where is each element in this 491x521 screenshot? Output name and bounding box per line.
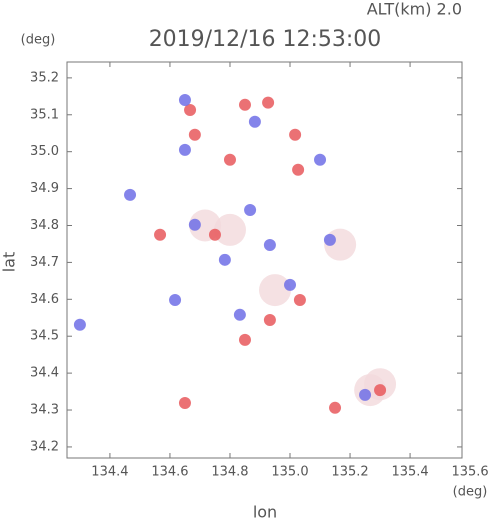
echo-cell [213,213,246,246]
echo-cell [289,128,302,141]
altitude-label: ALT(km) 2.0 [367,0,462,19]
echo-cell [233,308,246,321]
x-tick-label: 134.8 [211,465,248,480]
echo-cell [238,98,251,111]
echo-cell [124,188,137,201]
x-tick-label: 134.6 [151,465,188,480]
echo-cell [184,103,197,116]
x-tick-label: 135.2 [331,465,368,480]
y-tick-label: 35.2 [30,70,59,85]
plot-frame [66,61,463,459]
x-tick-label: 135.0 [271,465,308,480]
echo-cell [248,115,261,128]
y-tick-label: 35.0 [30,144,59,159]
y-tick-label: 34.7 [30,255,59,270]
chart-title: 2019/12/16 12:53:00 [149,27,382,52]
y-unit: (deg) [21,33,56,48]
y-tick-label: 35.1 [30,107,59,122]
echo-cell [329,401,342,414]
echo-cell [263,313,276,326]
y-tick-label: 34.3 [30,403,59,418]
echo-cell [238,333,251,346]
x-tick-label: 134.4 [91,465,128,480]
y-axis-label: lat [0,252,19,273]
y-tick-label: 34.6 [30,292,59,307]
echo-cell [188,218,201,231]
echo-cell [293,294,306,307]
echo-cell [359,388,372,401]
echo-cell [223,153,236,166]
echo-cell [263,239,276,252]
echo-cell [178,143,191,156]
y-tick-label: 34.4 [30,366,59,381]
y-tick-label: 34.2 [30,439,59,454]
echo-cell [154,228,167,241]
x-unit: (deg) [453,485,488,500]
x-axis-label: lon [253,503,277,521]
echo-cell [188,128,201,141]
echo-cell [244,203,257,216]
echo-cell [178,397,191,410]
echo-cell [284,278,297,291]
echo-cell [178,94,191,107]
echo-cell [259,274,292,307]
x-tick-label: 135.4 [391,465,428,480]
echo-cell [314,153,327,166]
echo-cell [262,96,275,109]
echo-cell [374,384,387,397]
echo-cell [208,228,221,241]
y-tick-label: 34.9 [30,181,59,196]
echo-cell [169,294,182,307]
x-tick-label: 135.6 [451,465,488,480]
echo-cell [323,233,336,246]
y-tick-label: 34.8 [30,218,59,233]
echo-cell [218,253,231,266]
echo-cell [73,318,86,331]
y-tick-label: 34.5 [30,329,59,344]
echo-cell [292,163,305,176]
